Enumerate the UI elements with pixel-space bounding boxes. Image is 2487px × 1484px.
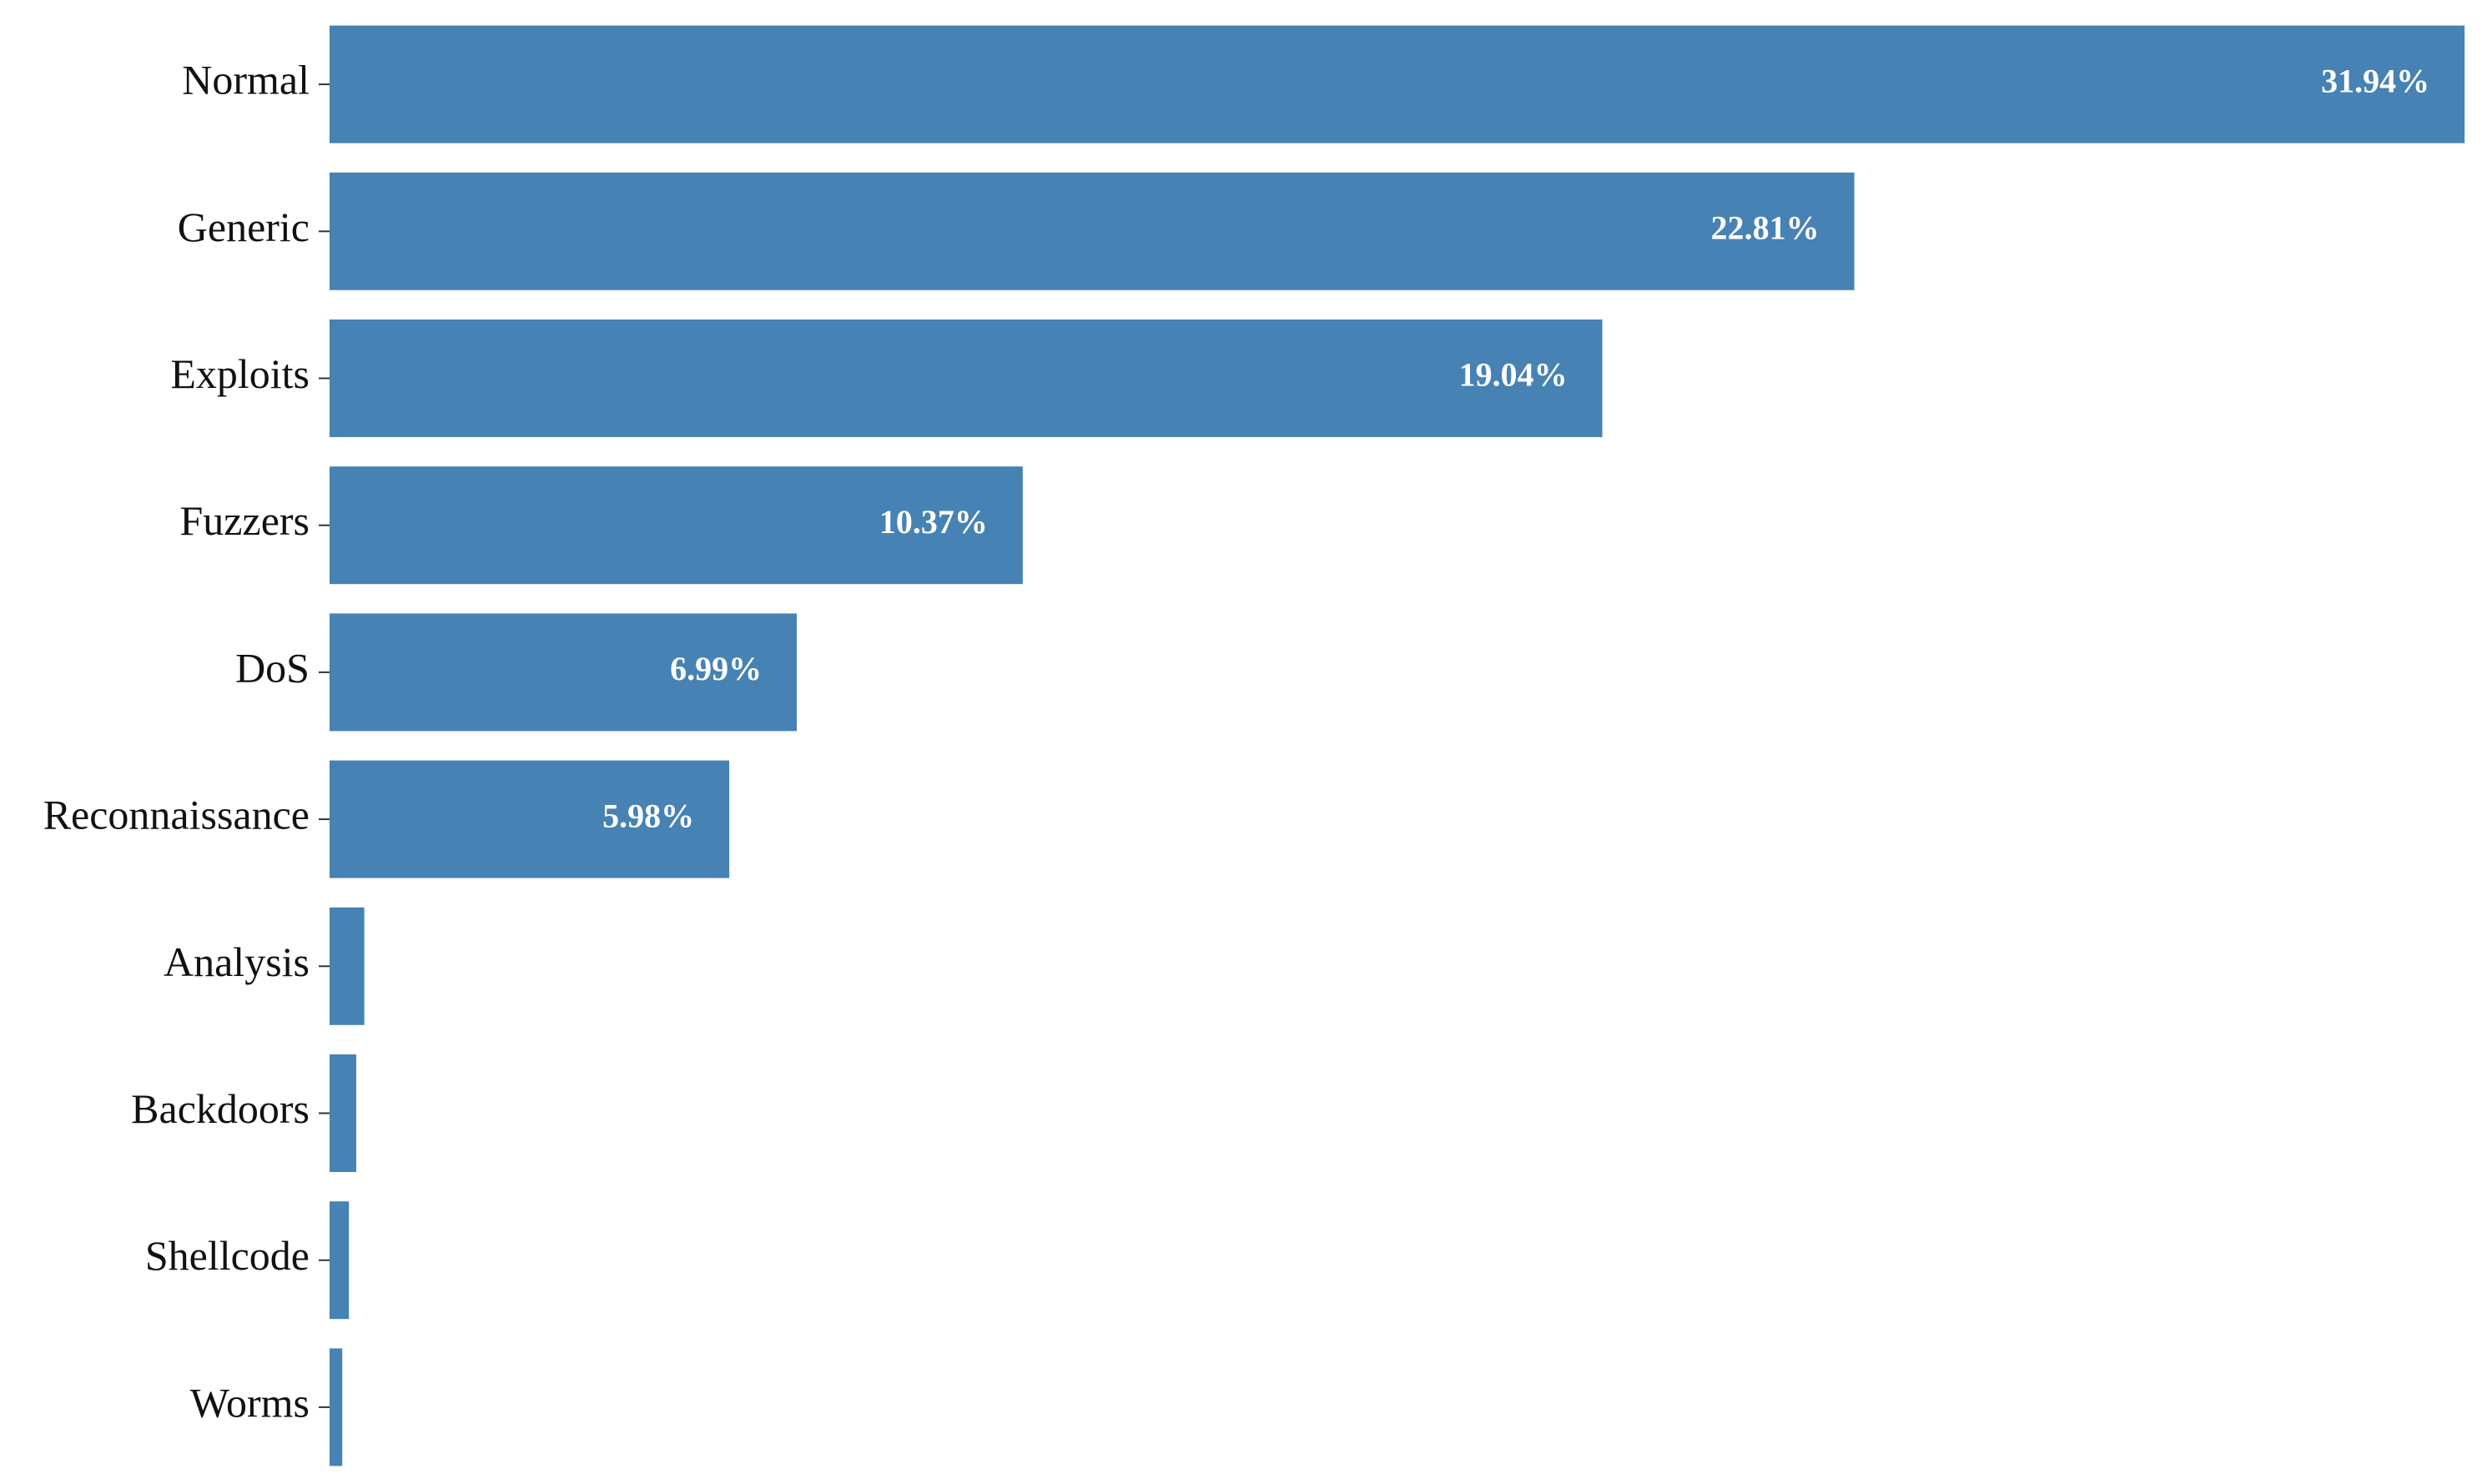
bar [330,1348,343,1466]
bar [330,613,798,732]
y-tick-label: Backdoors [131,1085,310,1132]
value-label: 5.98% [602,797,694,834]
bar [330,319,1603,437]
bar [330,25,2465,143]
y-tick-label: DoS [235,644,310,691]
bar [330,172,1855,290]
y-tick-label: Shellcode [145,1232,310,1279]
y-tick-label: Normal [182,57,310,103]
value-label: 31.94% [2321,62,2429,99]
y-tick-label: Fuzzers [180,497,310,544]
bar [330,760,730,878]
bar [330,1201,350,1320]
value-label: 22.81% [1711,209,1820,246]
y-tick-label: Analysis [164,938,310,985]
bar [330,466,1023,585]
bar [330,1054,357,1172]
value-label: 6.99% [670,650,762,687]
y-tick-label: Exploits [170,350,310,397]
y-tick-label: Generic [178,204,310,250]
value-label: 19.04% [1459,356,1568,394]
value-label: 10.37% [879,503,988,541]
y-tick-label: Worms [190,1379,310,1426]
y-tick-label: Reconnaissance [43,792,310,838]
bar [330,907,365,1025]
